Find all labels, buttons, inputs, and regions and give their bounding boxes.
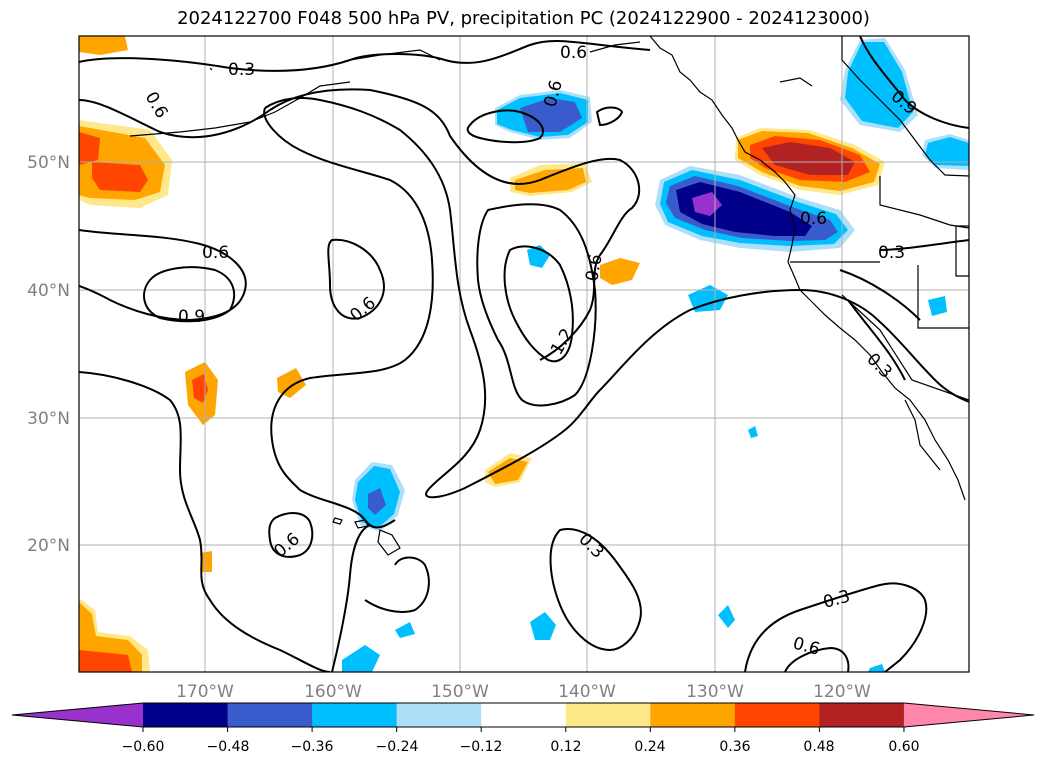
lat-label-40n: 40°N [27,281,70,301]
pv-contours [79,36,969,672]
colorbar-tick-label: −0.48 [207,739,250,755]
contour-label: 0.6 [582,253,606,283]
lon-label-150w: 150°W [431,682,489,702]
precip-positive-bottomleft [79,598,150,672]
colorbar-tick-label: −0.36 [291,739,334,755]
contour-label: 0.6 [560,43,587,63]
precip-positive-mid [277,163,640,487]
contour-label: 0.6 [202,243,229,263]
colorbar-segment [227,703,313,727]
colorbar-tick-labels: −0.60 −0.48 −0.36 −0.24 −0.12 0.12 0.24 … [122,739,920,755]
contour-label: 0.6 [791,634,822,660]
colorbar-segment [143,703,229,727]
precip-negative-ne [840,38,969,170]
colorbar-segment [819,703,905,727]
colorbar-tick-label: −0.12 [460,739,503,755]
contour-label: 0.6 [346,293,380,326]
colorbar-segment [734,703,820,727]
colorbar-segment [396,703,482,727]
contour-label: 0.6 [270,529,304,562]
colorbar-tick-label: −0.24 [376,739,419,755]
colorbar-tick-label: 0.60 [888,739,919,755]
precip-negative-north [495,90,592,140]
colorbar-tick-label: 0.12 [550,739,581,755]
colorbar-segment [312,703,398,727]
precip-positive-topleft [79,36,128,55]
lat-label-20n: 20°N [27,536,70,556]
gridlines [79,36,969,672]
colorbar-extend-min [12,703,143,727]
contour-label: 0.3 [821,587,852,613]
lat-label-30n: 30°N [27,409,70,429]
map-frame [78,35,970,673]
lon-label-140w: 140°W [558,682,616,702]
contour-label: 0.6 [141,89,172,122]
colorbar-tick-label: 0.48 [803,739,834,755]
contour-label: 0.6 [800,209,827,229]
lat-labels: 50°N 40°N 30°N 20°N [27,153,70,556]
contour-label: 0.3 [878,243,905,263]
precip-negative-scattered [342,245,947,672]
lon-label-120w: 120°W [813,682,871,702]
precip-positive-nw [79,120,172,208]
map-title: 2024122700 F048 500 hPa PV, precipitatio… [177,8,870,29]
lon-labels: 170°W 160°W 150°W 140°W 130°W 120°W [176,682,871,702]
contour-label: 0.3 [574,529,607,562]
contour-label: 0.3 [228,60,255,80]
lon-label-170w: 170°W [176,682,234,702]
colorbar [11,702,1035,732]
colorbar-segment [650,703,736,727]
lon-label-160w: 160°W [304,682,362,702]
precip-positive-170w [185,362,218,572]
map-canvas: 0.3 0.6 0.6 0.6 0.9 0.6 0.6 0.9 1.2 0.6 … [79,36,969,672]
colorbar-tick-label: 0.24 [634,739,665,755]
contour-label: 0.9 [178,307,205,327]
coastlines [129,36,969,556]
lat-label-50n: 50°N [27,153,70,173]
colorbar-segment [481,703,567,727]
lon-label-130w: 130°W [686,682,744,702]
colorbar-extend-max [903,703,1034,727]
colorbar-tick-label: −0.60 [122,739,165,755]
colorbar-segment [565,703,651,727]
colorbar-tick-label: 0.36 [719,739,750,755]
